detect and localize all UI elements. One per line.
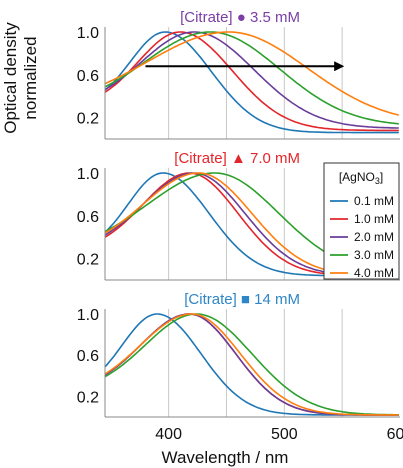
series-line-1-0-mM <box>104 313 399 416</box>
y-tick-label: 0.6 <box>77 348 99 365</box>
panel-top: 1.0 0.6 0.2 <box>77 25 400 140</box>
y-axis-label-line-2: normalized <box>21 36 40 119</box>
y-tick-label: 0.2 <box>77 111 99 128</box>
panel-bottom: 1.0 0.6 0.2 <box>77 307 400 418</box>
series-line-1-0-mM <box>104 31 399 132</box>
legend-title: [AgNO3] <box>339 170 383 186</box>
series-line-3-0-mM <box>104 313 399 416</box>
y-tick-label: 0.6 <box>77 209 99 226</box>
legend-box <box>323 162 400 280</box>
legend-entry-label: 1.0 mM <box>354 212 394 226</box>
legend-entry-label: 2.0 mM <box>354 230 394 244</box>
legend-title-main: [AgNO <box>339 170 375 184</box>
panel-middle-title: [Citrate] ▲ 7.0 mM <box>174 150 300 167</box>
y-tick-label: 1.0 <box>77 166 99 183</box>
series-line-0-1-mM <box>104 313 399 416</box>
x-tick-label: 500 <box>271 426 298 443</box>
x-axis-label: Wavelength / nm <box>162 448 289 467</box>
series-line-2-0-mM <box>104 313 399 416</box>
x-tick-label: 400 <box>155 426 182 443</box>
panel-top-title: [Citrate] ● 3.5 mM <box>180 9 300 26</box>
panel-bottom-title: [Citrate] ■ 14 mM <box>184 291 300 308</box>
legend-entry-label: 4.0 mM <box>354 266 394 280</box>
y-tick-label: 0.6 <box>77 68 99 85</box>
y-tick-label: 1.0 <box>77 25 99 42</box>
series-line-0-1-mM <box>104 31 399 134</box>
y-tick-label: 0.2 <box>77 252 99 269</box>
y-tick-label: 1.0 <box>77 307 99 324</box>
legend-entry-label: 3.0 mM <box>354 248 394 262</box>
y-axis-label-line-1: Optical density <box>1 22 20 134</box>
legend-entry-label: 0.1 mM <box>354 194 394 208</box>
series-line-2-0-mM <box>104 31 399 129</box>
series-line-4-0-mM <box>104 313 399 416</box>
y-tick-label: 0.2 <box>77 389 99 406</box>
legend-title-subscript: 3 <box>375 176 380 186</box>
series-line-3-0-mM <box>104 31 399 125</box>
legend-title-end: ] <box>380 170 383 184</box>
legend: [AgNO3] 0.1 mM 1.0 mM 2.0 mM 3.0 mM 4.0 mM <box>323 162 400 280</box>
x-tick-label: 600 <box>387 426 403 443</box>
series-line-4-0-mM <box>104 31 400 116</box>
